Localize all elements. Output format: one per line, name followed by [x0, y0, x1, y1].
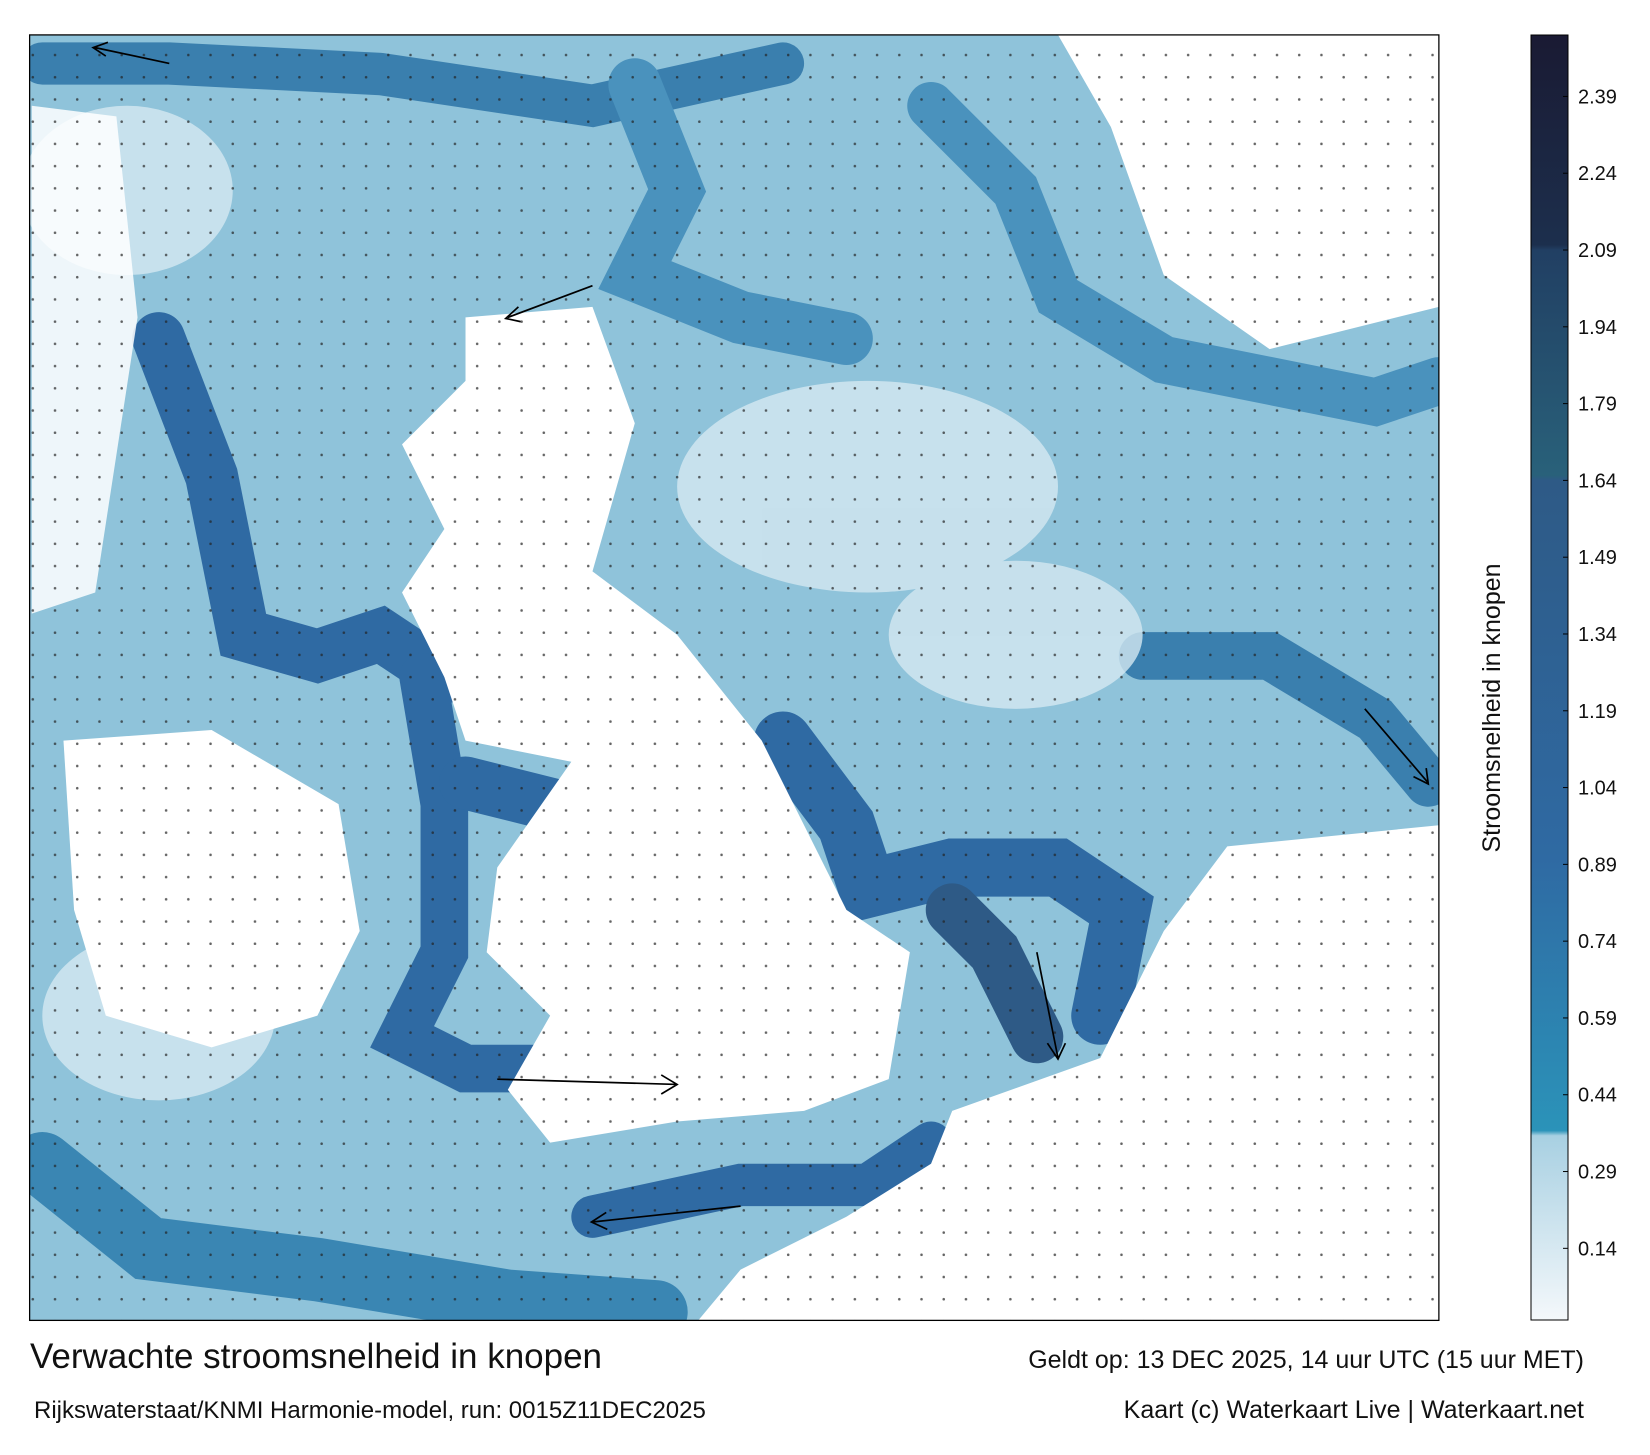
- flow-arrows: [91, 41, 1430, 1231]
- colorbar-tick-label: 2.24: [1578, 163, 1617, 185]
- colorbar-tick-label: 0.59: [1578, 1008, 1617, 1030]
- colorbar-tick-label: 1.94: [1578, 317, 1617, 339]
- colorbar-label: Stroomsnelheid in knopen: [1478, 563, 1506, 852]
- colorbar: 0.14 0.29 0.44 0.59 0.74 0.89 1.04 1.19 1.34 1.49…: [1530, 34, 1617, 1321]
- colorbar-tick-label: 1.04: [1578, 778, 1617, 800]
- map-frame: [28, 34, 1440, 1322]
- title: Verwachte stroomsnelheid in knopen: [30, 1337, 602, 1376]
- colorbar-tick-label: 2.09: [1578, 240, 1617, 262]
- subtitle: Rijkswaterstaat/KNMI Harmonie-model, run…: [34, 1397, 706, 1424]
- colorbar-tick-label: 0.29: [1578, 1162, 1617, 1184]
- colorbar-tick-label: 1.34: [1578, 624, 1617, 646]
- colorbar-tick-label: 1.64: [1578, 470, 1617, 492]
- dot-grid: [29, 34, 1439, 1321]
- valid-time: Geldt op: 13 DEC 2025, 14 uur UTC (15 uu…: [1028, 1346, 1584, 1374]
- map-area: [29, 34, 1439, 1321]
- colorbar-tick-label: 0.89: [1578, 854, 1617, 876]
- colorbar-tick-label: 0.14: [1578, 1238, 1617, 1260]
- colorbar-scale: [1530, 34, 1569, 1321]
- colorbar-tick-label: 0.44: [1578, 1085, 1617, 1107]
- colorbar-tick-label: 1.79: [1578, 394, 1617, 416]
- colorbar-tick-label: 1.19: [1578, 701, 1617, 723]
- colorbar-tick-label: 1.49: [1578, 547, 1617, 569]
- colorbar-tick-label: 0.74: [1578, 931, 1617, 953]
- map: [28, 34, 1440, 1322]
- colorbar-tick-label: 2.39: [1578, 86, 1617, 108]
- credit: Kaart (c) Waterkaart Live | Waterkaart.n…: [1124, 1396, 1584, 1424]
